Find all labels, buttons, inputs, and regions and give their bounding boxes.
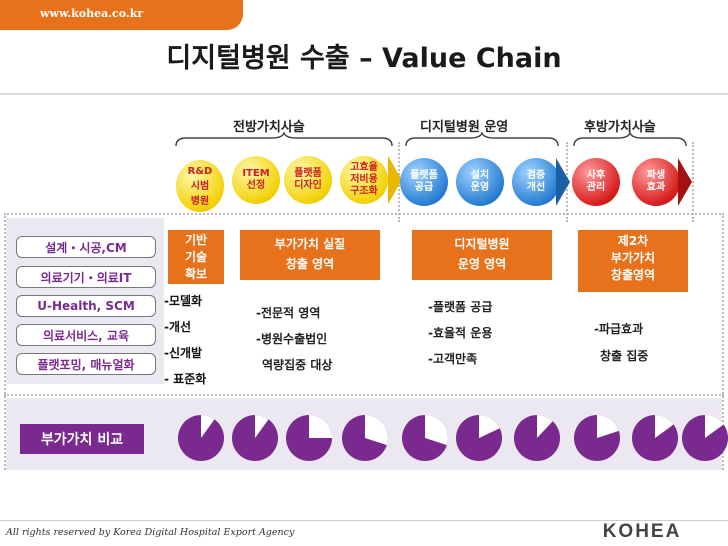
chain-arrow-icon <box>678 158 692 206</box>
footer-divider <box>0 520 728 521</box>
value-pie <box>682 415 728 461</box>
value-comparison-label: 부가가치 비교 <box>20 424 144 454</box>
site-url[interactable]: www.kohea.co.kr <box>40 7 144 20</box>
rear-brace <box>573 132 687 147</box>
chain-rnd-pilot: R&D 시범 병원 <box>176 160 224 212</box>
detail-rear: -파급효과 <box>594 322 644 336</box>
section-separator <box>4 394 724 396</box>
header-band <box>0 0 243 30</box>
infra-item: -신개발 <box>164 346 203 360</box>
front-brace <box>175 132 393 147</box>
chain-arrow-icon <box>556 158 570 206</box>
operation-brace <box>405 132 559 147</box>
svg-text:KOHEA: KOHEA <box>603 521 682 542</box>
value-box-rear: 제2차 부가가치 창출영역 <box>578 230 688 292</box>
infra-item: - 표준화 <box>164 372 207 386</box>
value-pie <box>456 415 502 461</box>
value-box-front: 부가가치 실질 창출 영역 <box>240 230 380 280</box>
detail-front: -전문적 영역 <box>256 306 321 320</box>
chain-efficiency-structuring: 고효율 저비용 구조화 <box>340 156 388 204</box>
category-design-construction: 설계・시공,CM <box>16 236 156 258</box>
chain-platform-design: 플랫폼 디자인 <box>284 156 332 204</box>
value-pie <box>232 415 278 461</box>
detail-operation: -플랫폼 공급 <box>428 300 493 314</box>
category-platforming-manuals: 플랫포밍, 매뉴얼화 <box>16 353 156 375</box>
chain-arrow-icon <box>388 156 402 204</box>
phase-label-operation: 디지털병원 운영 <box>420 120 509 135</box>
value-box-operation: 디지털병원 운영 영역 <box>412 230 552 280</box>
copyright-notice: All rights reserved by Korea Digital Hos… <box>6 527 295 538</box>
section-divider <box>4 216 6 470</box>
category-uhealth-scm: U-Health, SCM <box>16 295 156 317</box>
detail-front: -병원수출법인 <box>256 332 328 346</box>
chain-install-operate: 설치 운영 <box>456 158 504 206</box>
value-pie <box>574 415 620 461</box>
value-pie <box>632 415 678 461</box>
detail-operation: -효율적 운용 <box>428 326 493 340</box>
infra-item: -모델화 <box>164 294 203 308</box>
category-medical-devices-it: 의료기기・의료IT <box>16 266 156 288</box>
chain-platform-supply: 플랫폼 공급 <box>400 158 448 206</box>
page-title: 디지털병원 수출 – Value Chain <box>166 43 562 74</box>
phase-label-rear: 후방가치사슬 <box>584 120 656 135</box>
chain-item-selection: ITEM 선정 <box>232 156 280 204</box>
infra-item: -개선 <box>164 320 192 334</box>
value-pie <box>178 415 224 461</box>
title-divider <box>0 93 728 95</box>
category-medical-services-education: 의료서비스, 교육 <box>16 324 156 346</box>
chain-after-care: 사후 관리 <box>572 158 620 206</box>
phase-label-front: 전방가치사슬 <box>233 120 305 135</box>
value-pie <box>402 415 448 461</box>
value-pie <box>342 415 388 461</box>
section-divider <box>722 216 724 470</box>
value-pie <box>514 415 560 461</box>
kohea-logo: KOHEA <box>603 521 682 542</box>
detail-front: 역량집중 대상 <box>262 358 333 372</box>
chain-derived-effects: 파생 효과 <box>632 158 680 206</box>
detail-rear: 창출 집중 <box>600 349 649 363</box>
base-technology-box: 기반 기술 확보 <box>168 230 224 284</box>
section-divider <box>692 142 694 222</box>
value-pie <box>286 415 332 461</box>
detail-operation: -고객만족 <box>428 352 478 366</box>
chain-verify-improve: 검증 개선 <box>512 158 560 206</box>
section-separator <box>4 213 724 215</box>
